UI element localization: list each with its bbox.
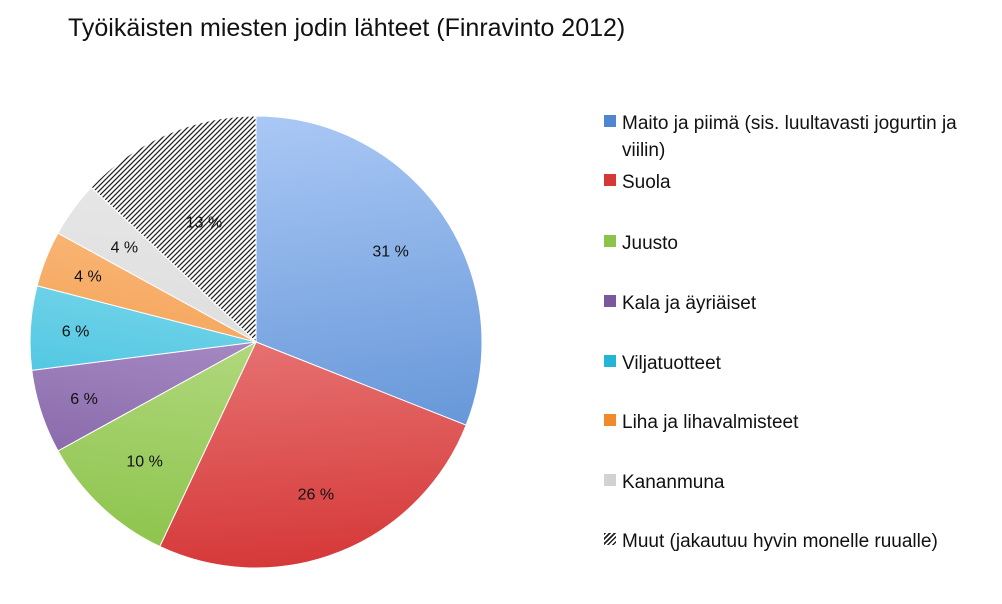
slice-value-label: 6 % (70, 391, 98, 408)
slice-value-label: 26 % (298, 486, 334, 503)
legend-label: Kananmuna (622, 472, 725, 493)
legend-swatch (604, 414, 616, 426)
legend-item: Muut (jakautuu hyvin monelle ruualle) (604, 528, 994, 555)
legend-item: Kala ja äyriäiset (604, 290, 994, 317)
legend-label: Juusto (622, 233, 678, 254)
legend-item: Juusto (604, 230, 994, 257)
legend-item: Maito ja piimä (sis. luultavasti jogurti… (604, 110, 994, 164)
legend-swatch (604, 295, 616, 307)
legend-label: Viljatuotteet (622, 353, 721, 374)
slice-value-label: 13 % (186, 215, 222, 232)
legend-item: Liha ja lihavalmisteet (604, 409, 994, 436)
slice-value-label: 4 % (111, 239, 139, 256)
pie-slice-suola (159, 341, 467, 569)
pie-slice-juusto (57, 340, 258, 548)
legend-label: Suola (622, 172, 671, 193)
legend-swatch (604, 115, 616, 127)
legend: Maito ja piimä (sis. luultavasti jogurti… (604, 0, 994, 604)
slice-value-label: 10 % (126, 454, 162, 471)
chart-title: Työikäisten miesten jodin lähteet (Finra… (68, 14, 626, 42)
legend-item: Viljatuotteet (604, 350, 994, 377)
legend-label: Maito ja piimä (sis. luultavasti jogurti… (622, 113, 957, 161)
legend-swatch (604, 355, 616, 367)
slice-value-label: 31 % (372, 244, 408, 261)
slice-value-label: 4 % (74, 268, 102, 285)
pie-chart: 31 % 26 % 10 % 6 % 6 % 4 % 4 % 13 % (29, 115, 483, 569)
legend-item: Suola (604, 169, 994, 196)
legend-swatch (604, 474, 616, 486)
pie-slice-maito-ja-piim (255, 115, 483, 426)
legend-label: Muut (jakautuu hyvin monelle ruualle) (622, 531, 938, 552)
legend-label: Kala ja äyriäiset (622, 293, 757, 314)
legend-swatch (604, 174, 616, 186)
slice-value-label: 6 % (62, 324, 90, 341)
pie-slice-muut-jakautuu-hyvin (90, 115, 257, 344)
legend-swatch (604, 235, 616, 247)
legend-label: Liha ja lihavalmisteet (622, 412, 799, 433)
legend-item: Kananmuna (604, 469, 994, 496)
legend-swatch (604, 533, 616, 545)
